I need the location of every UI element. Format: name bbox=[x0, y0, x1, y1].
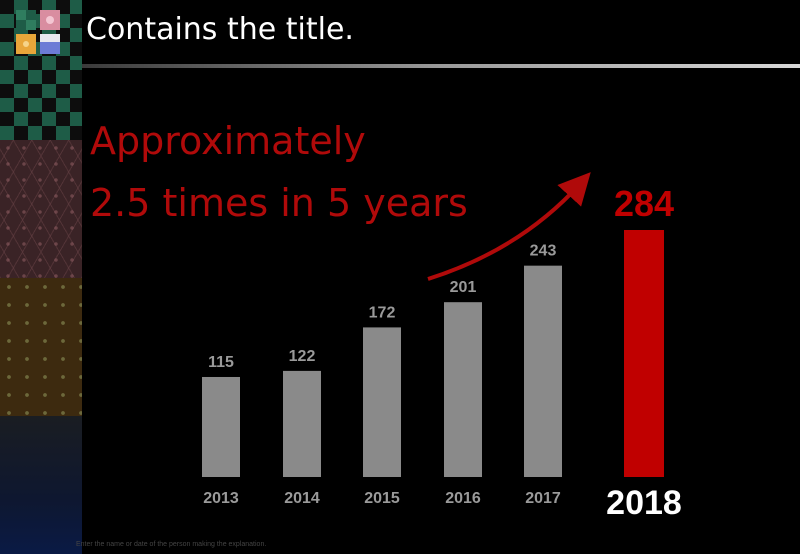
category-label-2016: 2016 bbox=[445, 490, 481, 507]
category-label-2013: 2013 bbox=[203, 490, 239, 507]
scale-pattern bbox=[0, 278, 82, 416]
page-title: Contains the title. bbox=[86, 12, 354, 47]
category-label-2014: 2014 bbox=[284, 490, 320, 507]
headline-line-2: 2.5 times in 5 years bbox=[90, 181, 468, 225]
value-label-2013: 115 bbox=[208, 354, 234, 371]
headline: Approximately 2.5 times in 5 years bbox=[90, 110, 468, 234]
growth-arrow bbox=[427, 172, 591, 281]
decorative-side-strip bbox=[0, 0, 82, 554]
footer-note: Enter the name or date of the person mak… bbox=[76, 541, 267, 548]
category-label-2017: 2017 bbox=[525, 490, 561, 507]
bar-2015 bbox=[363, 327, 401, 477]
dark-blue-panel bbox=[0, 416, 82, 554]
title-underline bbox=[82, 64, 800, 68]
headline-line-1: Approximately bbox=[90, 119, 366, 163]
bar-2013 bbox=[202, 376, 240, 477]
bar-2016 bbox=[444, 302, 482, 477]
value-label-2017: 243 bbox=[530, 243, 557, 260]
value-label-2018: 284 bbox=[614, 183, 674, 224]
hemp-leaf-pattern bbox=[0, 140, 82, 278]
value-label-2015: 172 bbox=[369, 304, 396, 321]
value-label-2016: 201 bbox=[450, 279, 477, 296]
bar-2018 bbox=[624, 230, 664, 477]
value-label-2014: 122 bbox=[289, 348, 316, 365]
bar-2014 bbox=[283, 370, 321, 477]
bar-2017 bbox=[524, 265, 562, 477]
quad-logo-icon bbox=[16, 10, 60, 54]
category-label-2018: 2018 bbox=[606, 484, 682, 522]
category-label-2015: 2015 bbox=[364, 490, 400, 507]
